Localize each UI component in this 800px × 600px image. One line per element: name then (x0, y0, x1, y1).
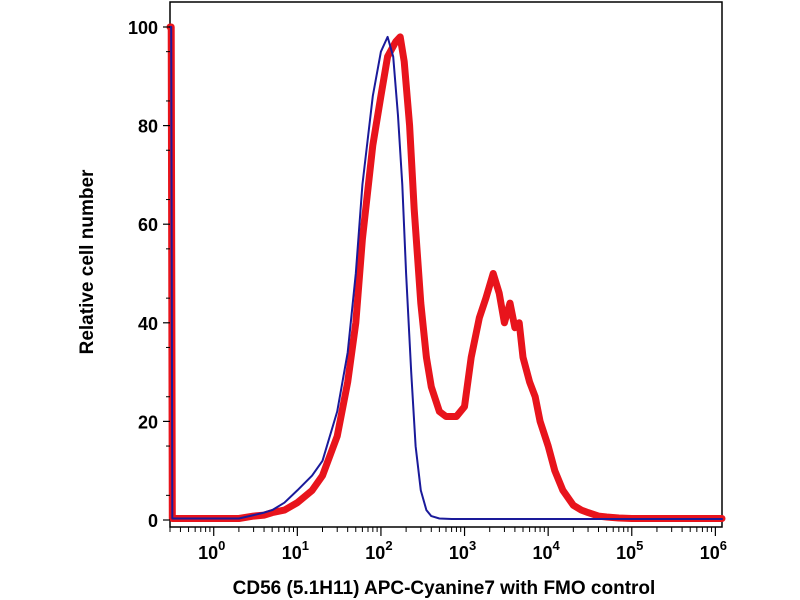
plot-border (169, 1, 723, 528)
y-tick-label-2: 40 (138, 314, 158, 334)
y-tick-label-5: 100 (128, 18, 158, 38)
x-axis-title: CD56 (5.1H11) APC-Cyanine7 with FMO cont… (233, 578, 656, 599)
y-tick-label-1: 20 (138, 412, 158, 432)
plot-frame (169, 1, 723, 528)
x-tick-label-0: 100 (198, 538, 225, 563)
x-tick-label-6: 106 (700, 538, 727, 563)
y-tick-label-3: 60 (138, 215, 158, 235)
x-tick-label-1: 101 (282, 538, 309, 563)
series-layer (166, 23, 726, 522)
x-tick-label-2: 102 (365, 538, 392, 563)
x-tick-label-4: 104 (533, 538, 561, 563)
y-axis-title: Relative cell number (77, 169, 98, 354)
series-line-1 (166, 23, 726, 522)
series-line-2 (169, 26, 723, 520)
y-tick-label-4: 80 (138, 117, 158, 137)
x-tick-label-5: 105 (616, 538, 643, 563)
y-tick-label-0: 0 (148, 511, 158, 531)
x-tick-label-3: 103 (449, 538, 476, 563)
axes-layer: 100 101 102 103 104 105 106 0 20 40 60 80 100 (128, 18, 727, 563)
